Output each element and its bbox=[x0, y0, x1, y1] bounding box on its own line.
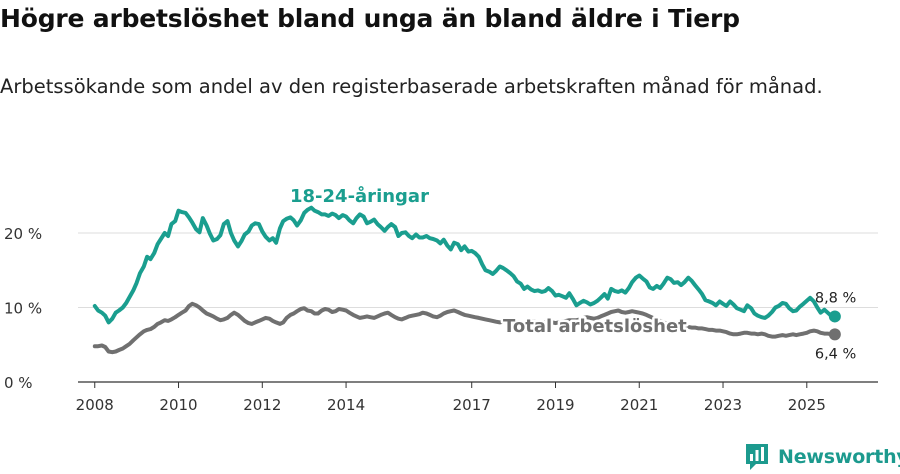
x-tick-label: 2017 bbox=[453, 396, 491, 414]
end-value-youth: 8,8 % bbox=[815, 290, 856, 306]
x-tick-label: 2014 bbox=[327, 396, 365, 414]
series-line-youth bbox=[92, 205, 837, 325]
y-tick-label: 10 % bbox=[4, 300, 42, 318]
y-tick-label: 20 % bbox=[4, 225, 42, 243]
chart-title: Högre arbetslöshet bland unga än bland ä… bbox=[0, 4, 740, 33]
series-lines bbox=[92, 205, 841, 355]
brand-name: Newsworthy bbox=[778, 446, 900, 468]
x-tick-label: 2019 bbox=[536, 396, 574, 414]
x-tick-label: 2025 bbox=[788, 396, 826, 414]
y-tick-label: 0 % bbox=[4, 374, 33, 392]
series-labels: 18-24-åringar Total arbetslöshet 8,8 % 6,4 … bbox=[288, 183, 857, 363]
x-tick-label: 2023 bbox=[704, 396, 742, 414]
series-label-youth: 18-24-åringar bbox=[290, 185, 429, 207]
x-tick-label: 2012 bbox=[243, 396, 281, 414]
series-label-total: Total arbetslöshet bbox=[503, 316, 687, 337]
y-axis-ticks: 0 % 10 % 20 % bbox=[4, 225, 42, 392]
end-point-total bbox=[828, 328, 841, 341]
chart-subtitle: Arbetssökande som andel av den registerb… bbox=[0, 75, 823, 98]
x-tick-label: 2021 bbox=[620, 396, 658, 414]
end-value-total: 6,4 % bbox=[815, 346, 856, 362]
gridlines bbox=[78, 232, 878, 308]
end-point-youth bbox=[828, 310, 841, 323]
x-tick-label: 2010 bbox=[159, 396, 197, 414]
x-axis: 2008 2010 2012 2014 2017 2019 2021 2023 2025 bbox=[76, 381, 878, 414]
newsworthy-logo[interactable]: Newsworthy bbox=[744, 440, 900, 474]
newsworthy-icon bbox=[746, 444, 768, 470]
x-tick-label: 2008 bbox=[76, 396, 114, 414]
series-line-total bbox=[92, 301, 837, 355]
